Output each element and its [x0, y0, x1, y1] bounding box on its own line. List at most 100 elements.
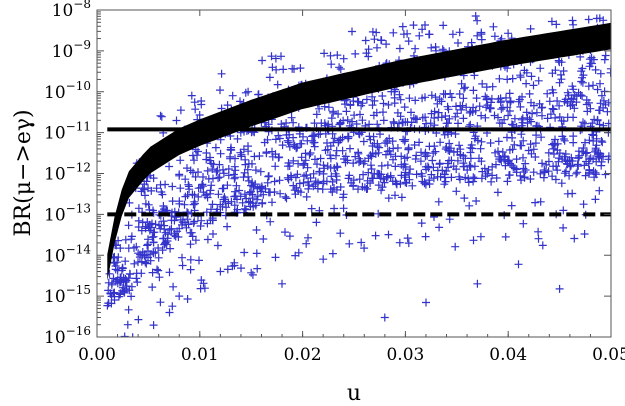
- scan-point: [155, 221, 163, 229]
- scan-point: [186, 240, 195, 249]
- scan-point: [134, 223, 143, 231]
- scan-point: [114, 253, 123, 262]
- scan-point: [405, 94, 414, 103]
- scan-point: [534, 76, 543, 85]
- scan-point: [482, 94, 491, 103]
- scan-point: [228, 262, 237, 271]
- scan-point: [500, 115, 509, 124]
- scan-point: [463, 166, 472, 174]
- scan-point: [384, 100, 393, 109]
- scan-point: [326, 51, 335, 60]
- scan-point: [323, 145, 332, 154]
- scan-point: [209, 230, 217, 238]
- scan-point: [176, 156, 185, 165]
- scan-point: [593, 85, 602, 94]
- scan-point: [366, 135, 375, 144]
- scan-point: [328, 249, 337, 258]
- scan-point: [411, 115, 420, 124]
- scan-point: [230, 258, 239, 267]
- scan-point: [133, 278, 142, 287]
- scan-point: [380, 313, 389, 322]
- scan-point: [430, 142, 439, 151]
- scan-point: [301, 149, 310, 158]
- scan-point: [273, 80, 282, 89]
- scan-point: [253, 264, 262, 273]
- scan-point: [456, 150, 465, 159]
- scan-point: [181, 175, 190, 184]
- scan-point: [472, 197, 481, 205]
- scan-point: [498, 103, 507, 112]
- scan-point: [157, 188, 166, 196]
- scan-point: [334, 110, 343, 118]
- scan-point: [529, 145, 538, 154]
- scan-point: [421, 21, 429, 29]
- scan-point: [563, 189, 572, 198]
- scan-point: [305, 150, 314, 159]
- scan-point: [460, 84, 468, 93]
- br-band-shape: [107, 22, 611, 281]
- scan-point: [470, 71, 479, 80]
- scan-point: [384, 194, 393, 203]
- scan-point: [219, 184, 228, 193]
- scan-point: [383, 161, 392, 170]
- scan-point: [488, 171, 497, 180]
- scan-point: [172, 116, 181, 125]
- scan-point: [396, 112, 405, 121]
- scan-point: [216, 267, 225, 276]
- scan-point: [335, 120, 344, 129]
- scan-point: [271, 135, 280, 144]
- scan-point: [477, 111, 486, 120]
- scan-point: [117, 353, 125, 361]
- scan-point: [421, 152, 430, 161]
- scan-point: [391, 162, 400, 171]
- scan-point: [421, 232, 430, 241]
- scan-point: [238, 198, 247, 207]
- scan-point: [506, 98, 515, 107]
- scan-point: [346, 144, 354, 153]
- scan-point: [176, 106, 185, 115]
- scan-point: [319, 169, 328, 178]
- scan-point: [281, 228, 289, 237]
- scan-point: [144, 240, 152, 249]
- scan-point: [255, 152, 264, 160]
- scan-point: [369, 111, 378, 120]
- scan-point: [574, 154, 583, 163]
- scan-point: [374, 181, 383, 190]
- scan-point: [535, 99, 544, 108]
- scan-point: [604, 155, 611, 164]
- scan-point: [582, 96, 591, 104]
- scan-point: [555, 78, 564, 87]
- scan-point: [320, 49, 329, 58]
- scan-point: [161, 180, 170, 189]
- scan-point: [505, 146, 514, 154]
- scan-point: [495, 119, 504, 127]
- scan-point: [130, 259, 139, 268]
- scan-point: [591, 195, 600, 204]
- scan-point: [241, 155, 250, 164]
- scan-point: [543, 114, 552, 123]
- scan-point: [275, 153, 284, 162]
- scan-point: [578, 92, 587, 100]
- scan-point: [224, 171, 233, 180]
- scan-point: [355, 175, 364, 184]
- scan-point: [349, 176, 358, 185]
- scan-point: [127, 292, 136, 301]
- scan-point: [548, 104, 557, 113]
- scan-point: [429, 174, 438, 183]
- scan-point: [417, 219, 426, 228]
- scan-point: [226, 152, 234, 161]
- scan-point: [579, 118, 587, 127]
- scan-point: [440, 170, 449, 179]
- scan-point: [468, 108, 477, 116]
- scan-point: [144, 184, 152, 193]
- scan-point: [344, 132, 353, 141]
- scan-point: [404, 37, 413, 46]
- scan-point: [496, 97, 505, 106]
- scan-point: [531, 198, 540, 207]
- scan-point: [551, 175, 560, 184]
- scan-point: [324, 103, 333, 112]
- scan-point: [376, 130, 384, 139]
- scan-point: [165, 308, 174, 317]
- scan-point: [332, 172, 341, 181]
- scan-point: [116, 290, 125, 299]
